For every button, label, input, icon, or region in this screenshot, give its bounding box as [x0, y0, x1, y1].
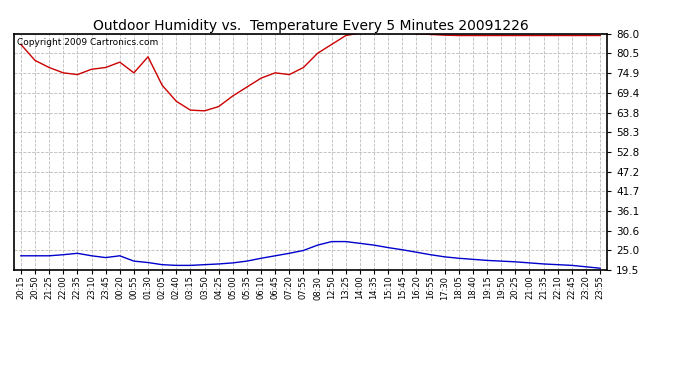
Title: Outdoor Humidity vs.  Temperature Every 5 Minutes 20091226: Outdoor Humidity vs. Temperature Every 5… — [92, 19, 529, 33]
Text: Copyright 2009 Cartronics.com: Copyright 2009 Cartronics.com — [17, 39, 158, 48]
